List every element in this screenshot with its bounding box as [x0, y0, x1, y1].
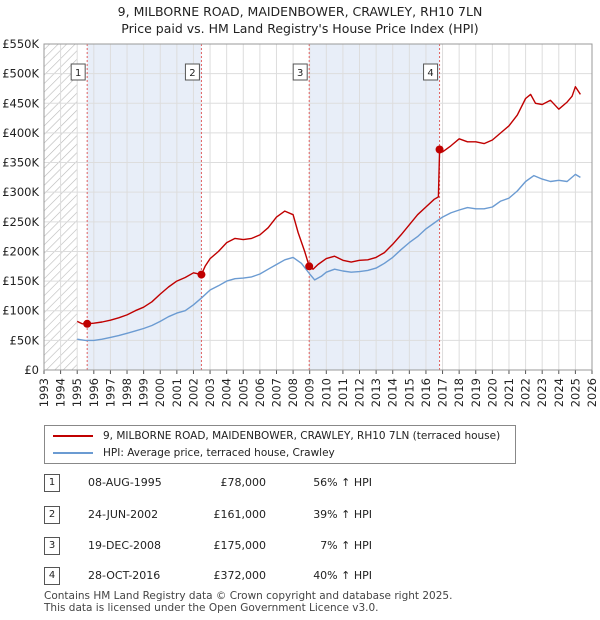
x-tick-label: 1997	[103, 378, 117, 407]
price-chart: £0 £50K £100K £150K £200K £250K £300K £350K £400…	[2, 37, 599, 407]
sale-price: £78,000	[220, 476, 267, 489]
legend-label-property: 9, MILBORNE ROAD, MAIDENBOWER, CRAWLEY, …	[103, 430, 501, 442]
sale-date: 19-DEC-2008	[88, 539, 162, 552]
y-tick-label: £400K	[2, 126, 39, 140]
sale-label-number: 1	[75, 68, 81, 79]
x-tick-label: 2007	[269, 378, 283, 407]
x-tick-label: 2010	[319, 378, 333, 407]
y-tick-label: £350K	[2, 156, 39, 170]
sale-row: 1 08-AUG-1995 £78,000 56% ↑ HPI	[0, 474, 600, 494]
sale-label-box	[292, 63, 308, 81]
ownership-band	[309, 44, 440, 370]
y-tick-label: £500K	[2, 67, 39, 81]
x-tick-label: 1999	[137, 378, 151, 407]
x-tick-label: 2015	[402, 378, 416, 407]
y-tick-label: £50K	[10, 333, 40, 347]
x-tick-label: 2021	[502, 378, 516, 407]
sale-label-number: 3	[297, 68, 303, 79]
chart-title: 9, MILBORNE ROAD, MAIDENBOWER, CRAWLEY, …	[117, 4, 483, 19]
sale-number-badge: 4	[44, 567, 60, 585]
sale-hpi-change: 56% ↑ HPI	[313, 476, 372, 489]
x-tick-label: 2005	[236, 378, 250, 407]
x-tick-label: 2019	[469, 378, 483, 407]
sale-hpi-change: 39% ↑ HPI	[313, 508, 372, 521]
x-tick-label: 2013	[369, 378, 383, 407]
y-tick-label: £250K	[2, 215, 39, 229]
y-tick-label: £300K	[2, 185, 39, 199]
x-tick-label: 1994	[54, 378, 68, 407]
x-tick-label: 2022	[519, 378, 533, 407]
x-tick-label: 2002	[186, 378, 200, 407]
chart-legend: 9, MILBORNE ROAD, MAIDENBOWER, CRAWLEY, …	[44, 425, 516, 464]
x-tick-label: 2020	[485, 378, 499, 407]
y-tick-label: £150K	[2, 274, 39, 288]
sale-hpi-change: 7% ↑ HPI	[320, 539, 372, 552]
sale-date: 24-JUN-2002	[88, 508, 159, 521]
x-tick-label: 2012	[353, 378, 367, 407]
x-tick-label: 2014	[386, 378, 400, 407]
y-tick-label: £200K	[2, 244, 39, 258]
x-tick-label: 1998	[120, 378, 134, 407]
y-tick-label: £0	[24, 363, 39, 377]
sale-label-number: 2	[189, 68, 195, 79]
legend-item-property: 9, MILBORNE ROAD, MAIDENBOWER, CRAWLEY, …	[53, 429, 500, 443]
sale-price: £175,000	[213, 539, 267, 552]
x-tick-label: 1996	[87, 378, 101, 407]
x-tick-label: 2016	[419, 378, 433, 407]
sale-point	[197, 270, 206, 279]
sale-point	[305, 262, 314, 271]
y-tick-label: £550K	[2, 37, 39, 51]
x-tick-label: 1993	[37, 378, 51, 407]
sale-number-badge: 2	[44, 506, 60, 524]
footer-line-2: This data is licensed under the Open Gov…	[44, 602, 379, 614]
x-tick-label: 2018	[452, 378, 466, 407]
x-tick-label: 2000	[153, 378, 167, 407]
y-tick-label: £450K	[2, 96, 39, 110]
sale-date: 28-OCT-2016	[88, 569, 161, 582]
ownership-band	[87, 44, 202, 370]
x-tick-label: 2003	[203, 378, 217, 407]
sale-number-badge: 1	[44, 474, 60, 492]
sale-row: 3 19-DEC-2008 £175,000 7% ↑ HPI	[0, 537, 600, 557]
x-tick-label: 2017	[436, 378, 450, 407]
property-price-line	[76, 85, 581, 325]
sale-price: £161,000	[213, 508, 267, 521]
x-tick-label: 2009	[303, 378, 317, 407]
x-tick-label: 2026	[585, 378, 599, 407]
legend-label-hpi: HPI: Average price, terraced house, Craw…	[103, 447, 335, 459]
sale-label-box	[423, 63, 439, 81]
sale-point	[83, 319, 92, 328]
x-tick-label: 2008	[286, 378, 300, 407]
sale-point	[435, 145, 444, 154]
property-line-swatch	[53, 435, 93, 437]
x-tick-label: 2024	[552, 378, 566, 407]
x-tick-label: 2023	[535, 378, 549, 407]
sale-label-box	[184, 63, 200, 81]
sale-label-number: 4	[427, 68, 433, 79]
x-tick-label: 1995	[70, 378, 84, 407]
sale-label-box	[70, 63, 86, 81]
footer-attribution: Contains HM Land Registry data © Crown c…	[44, 590, 452, 614]
sale-row: 2 24-JUN-2002 £161,000 39% ↑ HPI	[0, 506, 600, 526]
sale-row: 4 28-OCT-2016 £372,000 40% ↑ HPI	[0, 567, 600, 587]
hpi-line	[77, 173, 581, 342]
x-tick-label: 2006	[253, 378, 267, 407]
chart-subtitle: Price paid vs. HM Land Registry's House …	[121, 21, 479, 36]
sale-price: £372,000	[213, 569, 267, 582]
x-tick-label: 2011	[336, 378, 350, 407]
x-tick-label: 2001	[170, 378, 184, 407]
sale-number-badge: 3	[44, 537, 60, 555]
x-tick-label: 2025	[568, 378, 582, 407]
x-tick-label: 2004	[220, 378, 234, 407]
footer-line-1: Contains HM Land Registry data © Crown c…	[44, 590, 453, 602]
sale-hpi-change: 40% ↑ HPI	[313, 569, 372, 582]
hpi-line-swatch	[53, 452, 93, 454]
y-tick-label: £100K	[2, 304, 39, 318]
legend-item-hpi: HPI: Average price, terraced house, Craw…	[53, 446, 335, 460]
sale-date: 08-AUG-1995	[88, 476, 162, 489]
plot-border	[43, 43, 593, 371]
